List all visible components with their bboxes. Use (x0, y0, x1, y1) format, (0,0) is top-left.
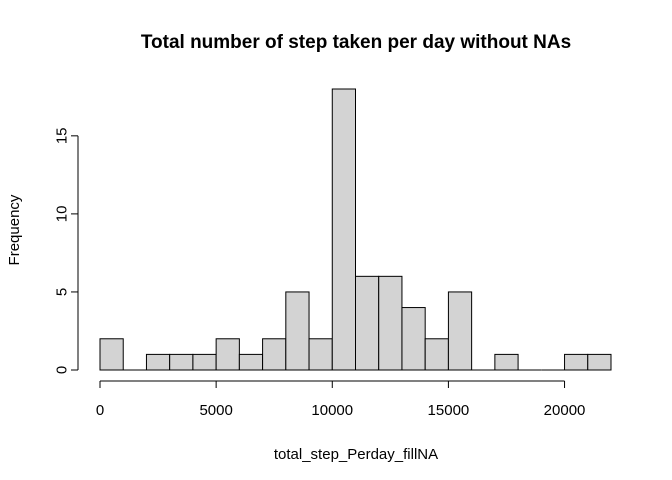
histogram-bar-9 (308, 338, 333, 371)
x-tick-label-0: 0 (96, 402, 104, 419)
histogram-bar-13 (401, 307, 426, 371)
histogram-bar-0 (99, 338, 124, 371)
y-axis-label: Frequency (6, 194, 23, 265)
histogram-bar-21 (587, 353, 612, 371)
histogram-bar-11 (355, 275, 380, 371)
y-tick-label-2: 10 (54, 206, 71, 223)
x-tick-label-4: 20000 (544, 402, 586, 419)
histogram-bar-3 (169, 353, 194, 371)
x-axis: 0 5000 10000 15000 20000 (96, 380, 586, 419)
y-tick-label-1: 5 (54, 288, 71, 296)
y-tick-label-3: 15 (54, 127, 71, 144)
histogram-bar-5 (215, 338, 240, 371)
histogram-bar-12 (378, 275, 403, 371)
histogram-bar-6 (238, 353, 264, 371)
x-axis-label: total_step_Perday_fillNA (274, 446, 438, 463)
histogram-bar-14 (424, 338, 449, 371)
histogram-bar-20 (564, 353, 589, 371)
chart-title: Total number of step taken per day witho… (141, 32, 571, 53)
y-tick-label-0: 0 (54, 366, 71, 374)
histogram-bar-15 (447, 291, 473, 371)
histogram-bar-17 (494, 353, 519, 371)
histogram-bar-7 (262, 338, 287, 371)
histogram-bar-10 (331, 88, 357, 371)
y-axis: 0 5 10 15 (54, 127, 79, 374)
x-tick-label-3: 15000 (428, 402, 470, 419)
histogram-bar-2 (145, 353, 171, 371)
histogram-bar-4 (192, 353, 217, 371)
bars-group (99, 88, 612, 371)
x-tick-label-2: 10000 (311, 402, 353, 419)
x-tick-label-1: 5000 (199, 402, 232, 419)
histogram-bar-8 (285, 291, 310, 371)
